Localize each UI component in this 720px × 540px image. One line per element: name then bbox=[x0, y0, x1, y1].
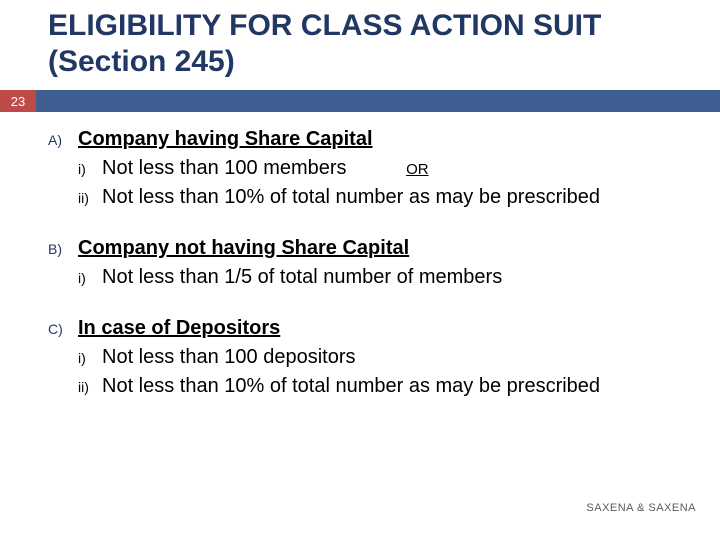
sub-list: i) Not less than 100 depositors ii) Not … bbox=[78, 344, 696, 400]
item-marker: i) bbox=[78, 270, 102, 286]
footer-text: SAXENA & SAXENA bbox=[586, 502, 696, 514]
item-text: Not less than 1/5 of total number of mem… bbox=[102, 264, 502, 291]
section-a: A) Company having Share Capital i) Not l… bbox=[48, 128, 696, 211]
title-block: ELIGIBILITY FOR CLASS ACTION SUIT (Secti… bbox=[0, 0, 720, 80]
section-marker: C) bbox=[48, 321, 78, 337]
section-header-row: C) In case of Depositors bbox=[48, 317, 696, 340]
item-text: Not less than 10% of total number as may… bbox=[102, 184, 692, 211]
item-text: Not less than 10% of total number as may… bbox=[102, 373, 692, 400]
list-item: i) Not less than 100 members OR bbox=[78, 155, 696, 182]
slide-title: ELIGIBILITY FOR CLASS ACTION SUIT (Secti… bbox=[48, 8, 720, 80]
content-area: A) Company having Share Capital i) Not l… bbox=[48, 128, 696, 426]
title-underline-bar: 23 bbox=[0, 90, 720, 112]
section-marker: B) bbox=[48, 241, 78, 257]
item-text: Not less than 100 members OR bbox=[102, 155, 429, 182]
section-heading: Company having Share Capital bbox=[78, 128, 373, 151]
section-heading: In case of Depositors bbox=[78, 317, 280, 340]
item-body: Not less than 100 members bbox=[102, 157, 347, 179]
sub-list: i) Not less than 100 members OR ii) Not … bbox=[78, 155, 696, 211]
list-item: i) Not less than 1/5 of total number of … bbox=[78, 264, 696, 291]
section-c: C) In case of Depositors i) Not less tha… bbox=[48, 317, 696, 400]
section-header-row: A) Company having Share Capital bbox=[48, 128, 696, 151]
or-label: OR bbox=[406, 161, 429, 178]
list-item: ii) Not less than 10% of total number as… bbox=[78, 184, 696, 211]
slide-number: 23 bbox=[0, 90, 36, 112]
list-item: ii) Not less than 10% of total number as… bbox=[78, 373, 696, 400]
section-b: B) Company not having Share Capital i) N… bbox=[48, 237, 696, 291]
item-text: Not less than 100 depositors bbox=[102, 344, 356, 371]
item-marker: i) bbox=[78, 350, 102, 366]
section-header-row: B) Company not having Share Capital bbox=[48, 237, 696, 260]
list-item: i) Not less than 100 depositors bbox=[78, 344, 696, 371]
sub-list: i) Not less than 1/5 of total number of … bbox=[78, 264, 696, 291]
item-marker: ii) bbox=[78, 190, 102, 206]
item-marker: i) bbox=[78, 161, 102, 177]
section-marker: A) bbox=[48, 132, 78, 148]
section-heading: Company not having Share Capital bbox=[78, 237, 409, 260]
item-marker: ii) bbox=[78, 379, 102, 395]
